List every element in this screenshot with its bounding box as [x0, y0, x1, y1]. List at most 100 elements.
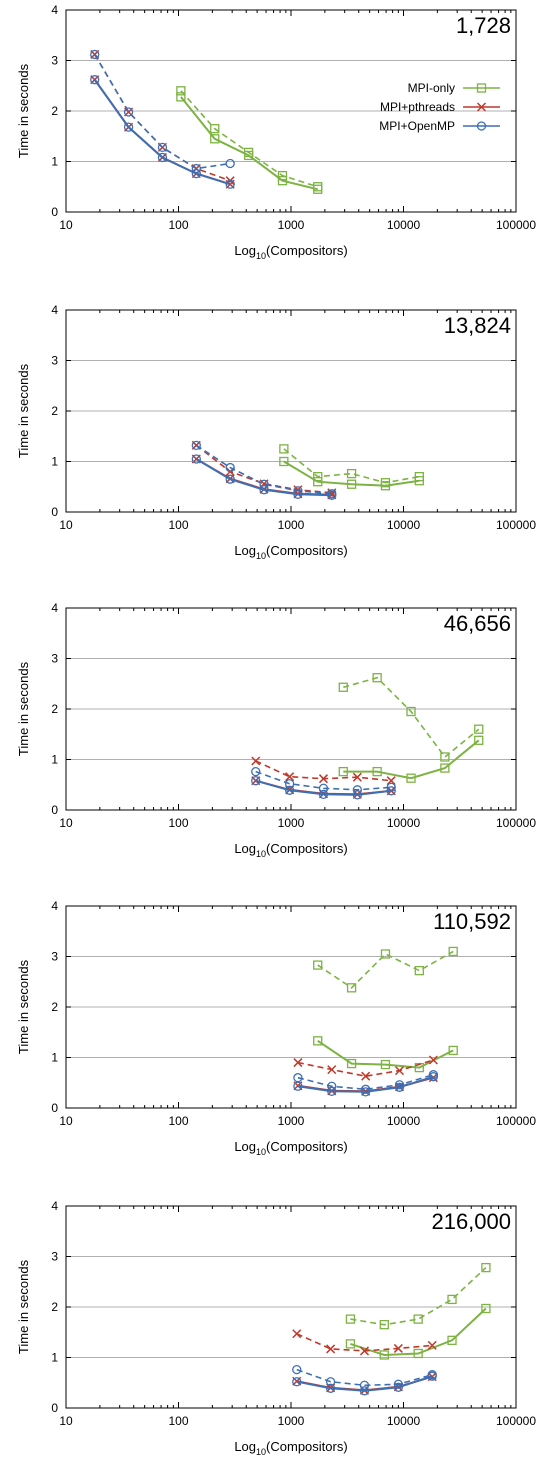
- data-point: [359, 1346, 370, 1356]
- series-mpi-only-dashed: [176, 86, 323, 192]
- data-point: [313, 960, 323, 970]
- data-point: [293, 486, 303, 496]
- data-point: [474, 735, 484, 745]
- x-tick-label: 100: [168, 816, 188, 830]
- series-line: [350, 1307, 487, 1357]
- y-axis-label: Time in seconds: [16, 63, 31, 158]
- series-line: [283, 448, 420, 484]
- x-tick-label: 10: [59, 816, 73, 830]
- x-tick-label: 10000: [387, 816, 421, 830]
- data-point: [225, 462, 235, 473]
- data-point: [428, 1070, 439, 1080]
- series-line: [195, 444, 332, 495]
- y-tick-label: 3: [51, 54, 58, 68]
- x-tick-label: 100: [168, 518, 188, 532]
- data-point: [406, 773, 416, 783]
- series-mpi-pthreads-dashed: [292, 1329, 437, 1356]
- data-point: [318, 783, 329, 793]
- data-point: [292, 1329, 302, 1339]
- y-tick-label: 4: [51, 601, 58, 615]
- data-point: [225, 158, 235, 169]
- data-point: [386, 776, 396, 786]
- data-point: [191, 163, 201, 174]
- x-axis-label: Log10(Compositors): [234, 543, 347, 561]
- series-line: [283, 460, 420, 487]
- data-point: [406, 706, 416, 717]
- x-tick-label: 1000: [278, 1114, 305, 1128]
- data-point: [313, 1036, 323, 1046]
- data-point: [157, 142, 168, 153]
- data-point: [413, 1314, 423, 1324]
- y-axis-label: Time in seconds: [16, 661, 31, 756]
- x-tick-label: 10: [59, 518, 73, 532]
- data-point: [440, 752, 450, 762]
- data-point: [327, 1081, 337, 1091]
- x-tick-label: 10000: [387, 1414, 421, 1428]
- chart-panel-1: 0 1 2 3 4 10 100 1000 10000 100000 Log10(Composito…: [16, 3, 536, 261]
- data-point: [427, 1370, 437, 1380]
- data-point: [123, 107, 134, 117]
- x-tick-label: 10000: [387, 218, 421, 232]
- series-line: [296, 1368, 433, 1387]
- series-line: [94, 53, 231, 170]
- data-point: [225, 474, 235, 484]
- data-point: [394, 1082, 405, 1092]
- series-line: [255, 770, 392, 791]
- data-point: [279, 444, 289, 454]
- data-point: [428, 1055, 438, 1065]
- series-mpi-only-solid: [345, 1303, 491, 1360]
- series-line: [297, 1075, 434, 1093]
- data-point: [251, 756, 261, 766]
- data-point: [325, 1377, 336, 1387]
- data-point: [285, 772, 295, 782]
- y-tick-label: 0: [51, 1401, 58, 1415]
- data-point: [326, 1344, 336, 1354]
- series-mpi-only-dashed: [313, 946, 458, 993]
- data-point: [210, 134, 220, 144]
- data-point: [210, 124, 220, 134]
- y-tick-label: 0: [51, 1101, 58, 1115]
- data-point: [352, 772, 362, 782]
- data-point: [90, 75, 100, 85]
- data-point: [191, 168, 201, 179]
- x-tick-label: 100: [168, 1414, 188, 1428]
- legend-marker: [476, 102, 487, 112]
- y-tick-label: 4: [51, 3, 58, 17]
- series-line: [343, 676, 480, 759]
- data-point: [386, 782, 396, 792]
- series-mpi-pthreads-dashed: [293, 1055, 438, 1081]
- series-mpi-only-dashed: [279, 444, 424, 488]
- series-line: [343, 739, 480, 780]
- data-point: [359, 1386, 370, 1396]
- data-point: [440, 763, 450, 773]
- data-point: [90, 49, 100, 60]
- data-point: [448, 1045, 458, 1056]
- data-point: [380, 1059, 391, 1070]
- series-mpi-pthreads-solid: [90, 75, 235, 189]
- series-mpi-pthreads-dashed: [90, 49, 235, 186]
- y-tick-label: 0: [51, 803, 58, 817]
- y-tick-label: 2: [51, 1000, 58, 1014]
- data-point: [292, 1377, 302, 1387]
- data-point: [427, 1340, 437, 1350]
- data-point: [414, 471, 424, 482]
- data-point: [318, 789, 329, 799]
- data-point: [259, 479, 269, 489]
- data-point: [394, 1080, 405, 1090]
- legend-label: MPI-only: [408, 81, 455, 95]
- legend: MPI-only MPI+pthreads MPI+OpenMP: [379, 81, 500, 133]
- series-line: [350, 1267, 487, 1326]
- data-point: [345, 1314, 356, 1324]
- data-point: [176, 86, 186, 96]
- data-point: [318, 774, 329, 784]
- chart-panel-2: 0 1 2 3 4 10 100 1000 10000 100000 Log10(Composito…: [16, 303, 536, 561]
- data-point: [345, 1339, 356, 1349]
- data-point: [447, 1294, 457, 1305]
- data-point: [359, 1380, 370, 1390]
- data-point: [259, 485, 269, 495]
- data-point: [338, 682, 348, 692]
- series-line: [180, 90, 318, 188]
- series-mpi-openmp-dashed: [293, 1070, 439, 1094]
- data-point: [338, 766, 348, 777]
